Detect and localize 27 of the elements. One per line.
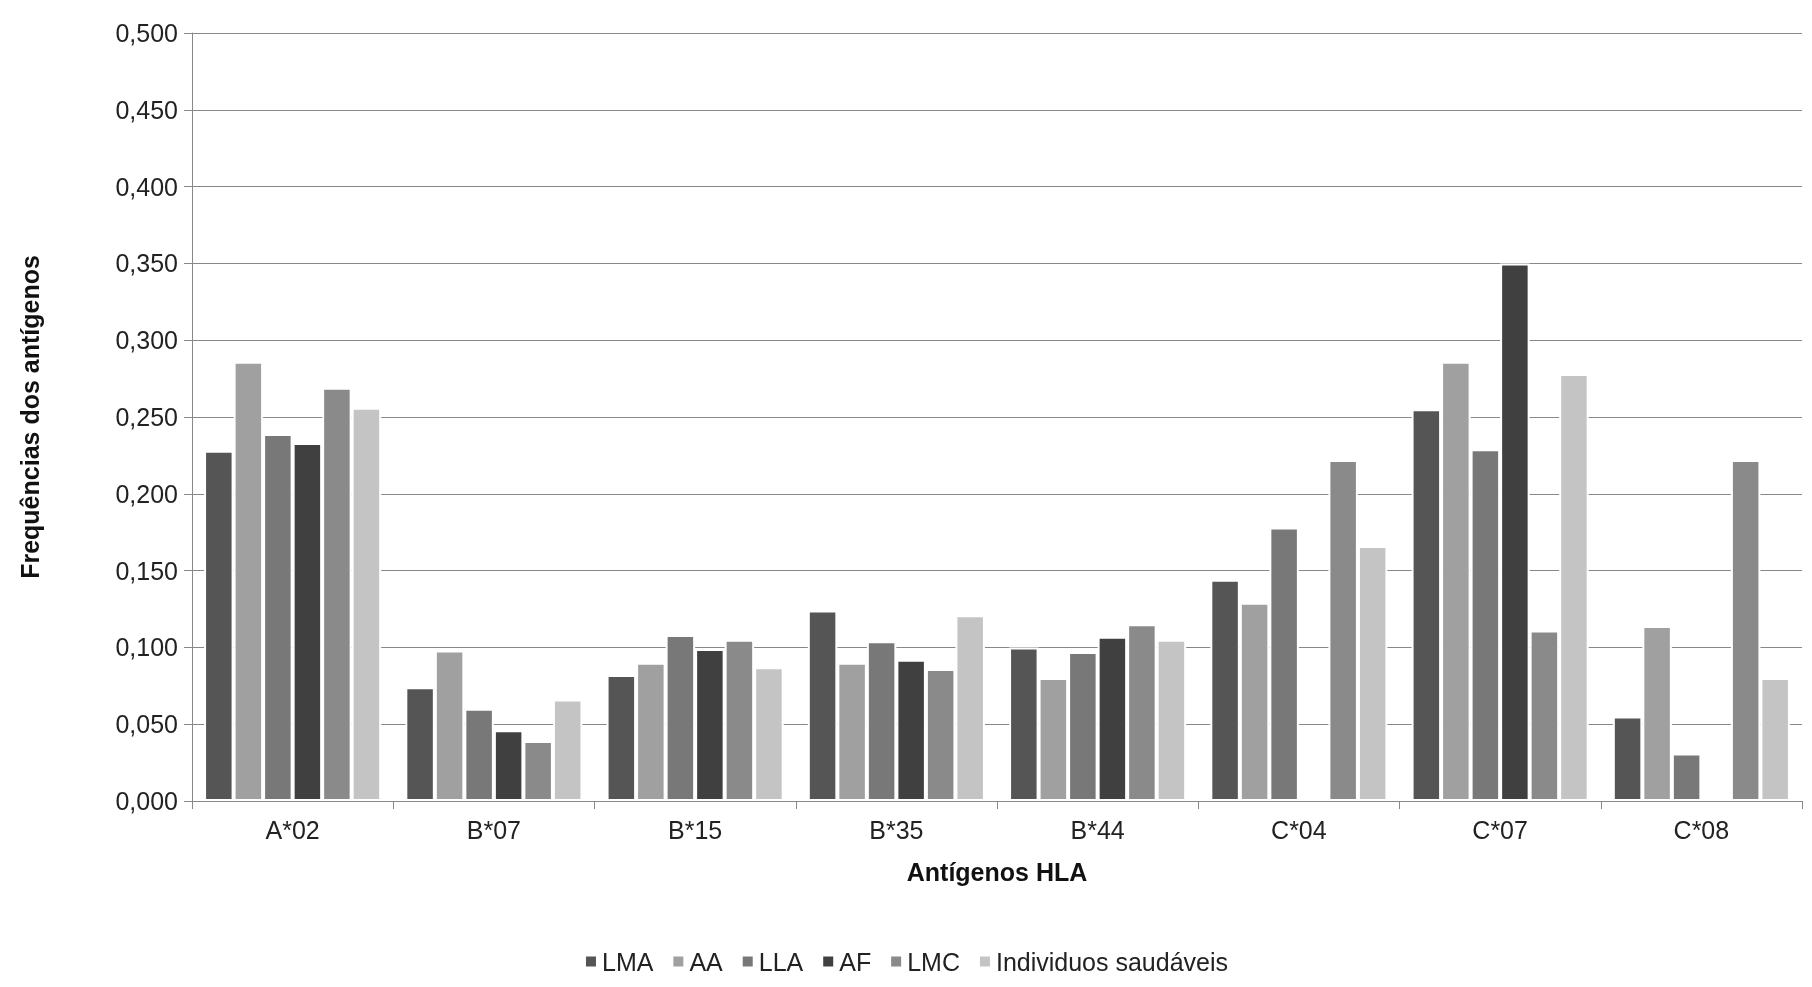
x-tick-label: B*15 [668, 815, 723, 844]
y-tick-label: 0,500 [115, 19, 178, 47]
legend-label: LMC [907, 947, 960, 976]
y-tick-label: 0,450 [115, 95, 178, 124]
legend-label: Individuos saudáveis [995, 947, 1229, 976]
y-tick-label: 0,000 [115, 787, 178, 815]
y-tick-label: 0,300 [115, 326, 178, 355]
y-tick-label: 0,150 [115, 556, 178, 585]
legend-label: LMA [601, 947, 654, 976]
x-tick-label: B*35 [869, 815, 924, 844]
legend-label: LLA [758, 947, 804, 976]
x-tick-label: C*07 [1472, 815, 1528, 844]
y-tick-label: 0,350 [115, 249, 178, 278]
x-axis-title: Antígenos HLA [906, 857, 1088, 886]
x-tick-label: C*04 [1271, 815, 1327, 844]
y-tick-label: 0,050 [115, 710, 178, 739]
y-tick-label: 0,100 [115, 633, 178, 662]
legend-label: AF [839, 947, 872, 976]
x-tick-label: B*07 [466, 815, 521, 844]
y-axis-title: Frequências dos antígenos [15, 255, 44, 579]
x-tick-label: C*08 [1673, 815, 1730, 844]
x-tick-label: A*02 [265, 815, 320, 844]
y-tick-label: 0,200 [115, 479, 178, 508]
y-tick-label: 0,400 [115, 172, 178, 201]
legend-label: AA [689, 947, 724, 976]
x-tick-label: B*44 [1070, 815, 1125, 844]
y-tick-label: 0,250 [115, 403, 178, 431]
